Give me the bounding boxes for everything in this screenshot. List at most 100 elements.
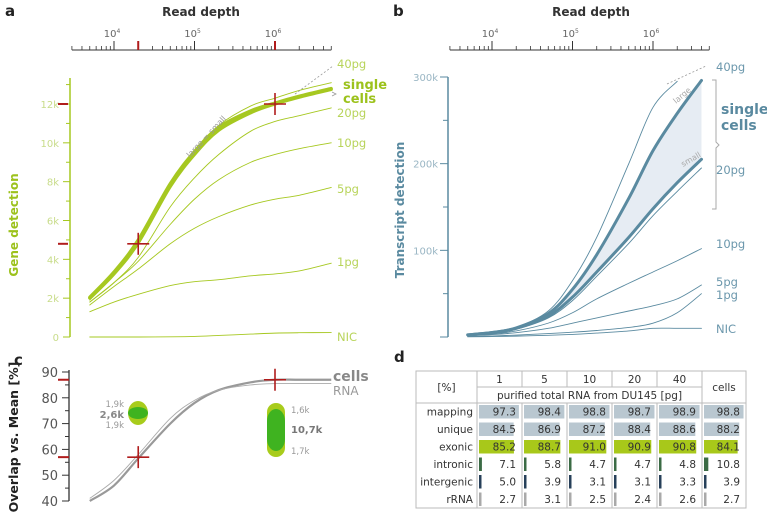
y-tick-label: 100k (413, 246, 438, 257)
panel-a-label-cells: cells (343, 92, 376, 107)
table-cell-bar (614, 422, 651, 436)
table-column-header: 1 (496, 374, 503, 386)
series-line-nic (89, 332, 332, 338)
panel-b-label-cells: cells (721, 118, 757, 134)
series-line-single-cells-small- (88, 87, 333, 300)
panel-b-label-10pg: 10pg (716, 237, 745, 251)
table-cell-bar (659, 475, 662, 489)
table-cell-bar (704, 457, 709, 471)
panel-b-label-20pg: 20pg (716, 163, 745, 177)
table-cell-value: 2.4 (634, 494, 651, 506)
venn-overlap (128, 407, 148, 419)
table-cell-value: 7.1 (499, 459, 516, 471)
panel-c-letter: c (14, 351, 23, 369)
panel-c-label-rna: RNA (333, 384, 359, 398)
table-cell-value: 3.9 (544, 477, 561, 489)
y-tick-label: 4k (47, 255, 59, 266)
table-column-header: 10 (583, 374, 596, 386)
table-cell-value: 98.7 (628, 407, 651, 419)
venn-high-shared-count: 10,7k (291, 425, 323, 436)
y-tick-label: 50 (41, 469, 58, 484)
table-cell-bar (659, 457, 662, 471)
top-axis-tick-label: 104 (482, 28, 499, 40)
table-cell-value: 5.8 (544, 459, 561, 471)
table-column-header: 40 (673, 374, 686, 386)
table-column-header: cells (712, 382, 736, 394)
tick-exponent: 5 (197, 28, 201, 35)
top-axis-tick-label: 106 (643, 28, 660, 40)
table-cell-bar (614, 457, 617, 471)
panel-b: b Read depth 104 105 106 100k 200k 300k Tran… (393, 2, 767, 338)
y-tick-label: 6k (47, 217, 59, 228)
table-cell-bar (524, 457, 527, 471)
panel-b-curves (466, 78, 703, 338)
table-row-label: intronic (433, 459, 473, 471)
series-line-10pg (89, 142, 332, 303)
venn-low-shared-count: 2,6k (100, 410, 125, 421)
table-cell-value: 98.9 (673, 407, 696, 419)
table-cell-value: 2.7 (723, 494, 740, 506)
y-tick-label: 70 (41, 418, 58, 433)
table-cell-bar (704, 440, 738, 454)
panel-b-label-5pg: 5pg (716, 275, 738, 289)
panel-b-letter: b (393, 2, 404, 20)
series-line-40pg (89, 82, 332, 301)
table-cell-value: 90.8 (673, 442, 696, 454)
panel-b-label-1pg: 1pg (716, 288, 738, 302)
y-tick-label: 2k (47, 294, 59, 305)
table-cell-value: 97.3 (493, 407, 516, 419)
table-cell-bar (569, 475, 572, 489)
panel-c: c 40 50 60 70 80 90 Overlap vs. Mean [%] cell… (6, 351, 369, 512)
table-cell-value: 91.0 (583, 442, 606, 454)
series-line-10pg (467, 248, 702, 337)
y-tick-label: 80 (41, 392, 58, 407)
tick-exponent: 6 (277, 28, 281, 35)
panel-a-label-single: single (343, 78, 387, 93)
table-cell-bar (659, 422, 696, 436)
panel-a-label-40pg: 40pg (337, 57, 366, 71)
table-row-label: rRNA (446, 494, 473, 506)
panel-a-label-10pg: 10pg (337, 136, 366, 150)
panel-b-top-axis-title: Read depth (552, 5, 630, 19)
venn-high-top-count: 1,6k (291, 406, 310, 416)
table-cell-value: 88.6 (673, 424, 697, 436)
table-cell-bar (524, 492, 527, 506)
series-line-single-cells-small- (466, 157, 703, 337)
table-cell-value: 4.8 (679, 459, 696, 471)
table-cell-value: 2.5 (589, 494, 606, 506)
panel-b-label-40pg: 40pg (716, 60, 745, 74)
table-cell-bar (479, 475, 482, 489)
series-line-cells (89, 378, 332, 502)
y-tick-label: 8k (47, 178, 59, 189)
table-cell-bar (569, 457, 572, 471)
series-line-single-cells-large- (88, 86, 333, 299)
series-line-single-cells-large- (466, 78, 703, 337)
table-cell-bar (524, 422, 560, 436)
table-cell-value: 98.4 (538, 407, 562, 419)
panel-b-y-axis: 100k 200k 300k (413, 73, 449, 338)
table-cell-value: 86.9 (538, 424, 561, 436)
table-cell-bar (659, 405, 700, 419)
panel-d-letter: d (394, 348, 405, 366)
table-cell-bar (524, 440, 561, 454)
table-cell-bar (569, 405, 610, 419)
table-cell-value: 4.7 (589, 459, 606, 471)
panel-b-label-nic: NIC (716, 322, 736, 336)
table-cell-value: 90.9 (628, 442, 651, 454)
top-axis-tick-label: 105 (562, 28, 579, 40)
panel-c-y-axis-title: Overlap vs. Mean [%] (6, 362, 21, 513)
table-border (415, 370, 747, 509)
y-tick-label: 0 (53, 333, 59, 344)
venn-high-bottom-count: 1,7k (291, 447, 310, 457)
panel-a-curves (88, 82, 333, 338)
table-group-header: purified total RNA from DU145 [pg] (497, 390, 682, 402)
table-cell-bar (479, 422, 514, 436)
panel-b-label-single: single (721, 102, 767, 118)
panel-c-venn-low-depth: 1,9k 2,6k 1,9k (100, 400, 148, 431)
table-cell-value: 4.7 (634, 459, 651, 471)
panel-b-top-axis: 104 105 106 (449, 28, 710, 51)
series-line-5pg (89, 187, 332, 306)
panel-a-y-axis: 0 2k 4k 6k 8k 10k 12k (40, 78, 71, 344)
table-column-header: 20 (628, 374, 641, 386)
tick-exponent: 5 (575, 28, 579, 35)
